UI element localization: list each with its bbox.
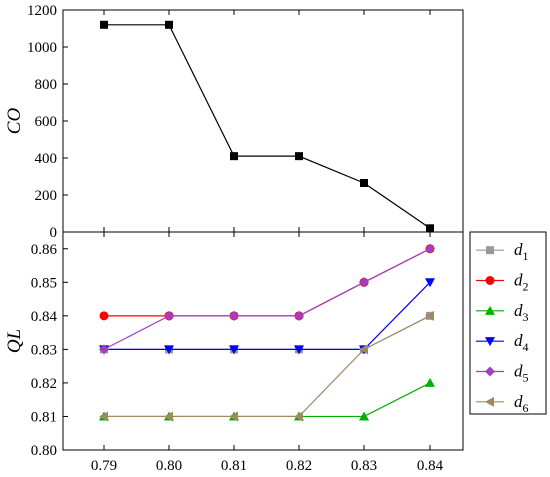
legend-label-subscript: 4 <box>523 340 529 354</box>
ql-x-tick-label: 0.84 <box>417 458 444 474</box>
legend-label-subscript: 5 <box>523 371 529 385</box>
ql-series-line-2 <box>104 248 431 317</box>
co-data-point <box>295 152 303 161</box>
co-y-axis-label: CO <box>4 108 25 135</box>
co-data-point <box>426 224 434 233</box>
ql-data-point <box>425 377 435 387</box>
ql-y-axis-label: QL <box>4 329 25 353</box>
ql-y-tick-label: 0.82 <box>31 376 57 392</box>
ql-y-tick-label: 0.85 <box>31 275 57 291</box>
ql-data-point <box>359 411 369 421</box>
legend-marker <box>486 246 494 255</box>
ql-data-point <box>229 411 238 422</box>
co-data-point <box>360 178 368 187</box>
ql-x-tick-label: 0.82 <box>286 458 312 474</box>
co-y-tick-label: 600 <box>35 114 58 130</box>
ql-series-line-3 <box>104 382 431 418</box>
co-data-point <box>165 20 173 29</box>
ql-data-point <box>99 344 109 355</box>
co-y-tick-label: 200 <box>35 188 58 204</box>
ql-data-point <box>294 411 303 422</box>
ql-data-point <box>425 243 435 254</box>
ql-data-point <box>359 344 368 355</box>
ql-data-point <box>99 311 109 321</box>
legend-marker <box>485 276 495 285</box>
co-plot-frame <box>62 9 464 233</box>
co-data-point <box>230 152 238 161</box>
ql-x-tick-label: 0.83 <box>351 458 377 474</box>
co-y-tick-label: 0 <box>50 225 58 241</box>
co-data-point <box>100 20 108 29</box>
ql-data-point <box>294 310 304 321</box>
legend-label-subscript: 3 <box>523 310 529 324</box>
ql-data-point <box>99 411 108 422</box>
legend-marker <box>485 305 495 315</box>
ql-panel: 0.80 0.81 0.82 0.83 0.84 0.85 0.86 0.79 0.80 0.81… <box>4 231 464 474</box>
ql-y-tick-label: 0.81 <box>31 409 57 425</box>
legend-box <box>469 231 547 415</box>
ql-x-tick-label: 0.79 <box>91 458 117 474</box>
ql-data-point <box>425 310 434 321</box>
co-y-tick-label: 800 <box>35 77 58 93</box>
ql-data-point <box>229 345 239 355</box>
ql-data-point <box>164 310 174 321</box>
ql-x-tick-label: 0.81 <box>221 458 247 474</box>
ql-data-point <box>359 277 369 288</box>
co-y-tick-label: 400 <box>35 151 58 167</box>
co-panel: 0 200 400 600 800 1000 1200 CO <box>4 3 464 241</box>
ql-y-tick-label: 0.83 <box>31 342 57 358</box>
ql-data-point <box>294 345 304 355</box>
legend-label-subscript: 2 <box>523 280 529 294</box>
co-y-tick-label: 1200 <box>27 3 57 19</box>
legend-label-subscript: 6 <box>523 401 529 415</box>
ql-plot-frame <box>62 231 464 451</box>
ql-data-point <box>425 278 435 288</box>
ql-series-line-4 <box>104 281 431 350</box>
ql-x-tick-label: 0.80 <box>156 458 182 474</box>
ql-y-tick-label: 0.80 <box>31 443 57 459</box>
co-series-line-1 <box>104 24 431 229</box>
legend-marker <box>485 337 495 347</box>
legend-marker <box>485 366 495 377</box>
legend-marker <box>485 396 494 407</box>
legend-label-subscript: 1 <box>523 249 529 263</box>
ql-y-tick-label: 0.86 <box>31 242 58 258</box>
ql-series-line-6 <box>104 315 431 418</box>
ql-y-tick-label: 0.84 <box>31 309 58 325</box>
ql-series-line-5 <box>103 248 431 350</box>
ql-data-point <box>164 411 173 422</box>
co-y-tick-label: 1000 <box>27 40 57 56</box>
ql-data-point <box>229 310 239 321</box>
ql-data-point <box>164 345 174 355</box>
